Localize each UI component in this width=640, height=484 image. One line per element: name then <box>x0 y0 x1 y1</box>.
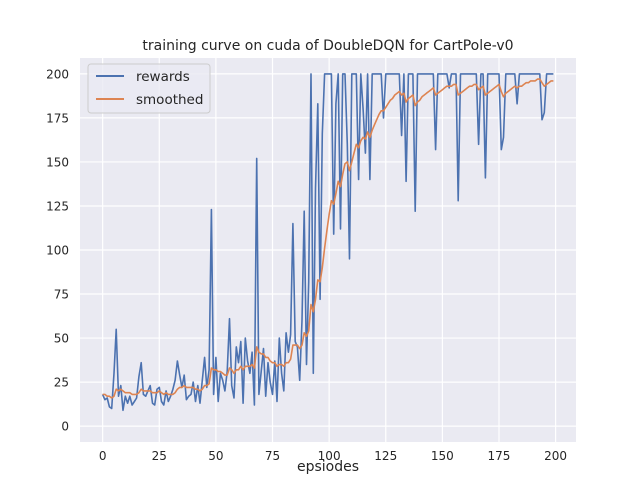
y-tick-label: 25 <box>54 376 69 390</box>
grid <box>80 58 576 442</box>
x-axis-label: epsiodes <box>297 459 359 475</box>
y-tick-label: 75 <box>54 288 69 302</box>
x-tick-label: 175 <box>488 449 511 463</box>
x-tick-label: 50 <box>208 449 223 463</box>
y-tick-label: 200 <box>46 67 69 81</box>
y-tick-label: 175 <box>46 111 69 125</box>
legend-label-rewards: rewards <box>136 69 190 85</box>
y-tick-label: 125 <box>46 199 69 213</box>
y-tick-label: 50 <box>54 332 69 346</box>
x-tick-label: 200 <box>544 449 567 463</box>
y-tick-label: 100 <box>46 244 69 258</box>
x-tick-label: 100 <box>318 449 341 463</box>
y-tick-label: 0 <box>61 420 69 434</box>
legend: rewards smoothed <box>87 63 211 114</box>
series-lines <box>101 73 554 412</box>
x-tick-label: 75 <box>265 449 280 463</box>
series-line-rewards <box>101 73 554 412</box>
x-tick-label: 0 <box>99 449 107 463</box>
series-line-smoothed <box>102 78 554 399</box>
ticks: 0 25 50 75 100 125 150 175 200 0 25 50 75 100 125 150 17… <box>46 67 567 463</box>
x-tick-label: 25 <box>152 449 167 463</box>
x-tick-label: 150 <box>431 449 454 463</box>
chart-title: training curve on cuda of DoubleDQN for … <box>142 38 513 54</box>
y-tick-label: 150 <box>46 155 69 169</box>
x-tick-label: 125 <box>374 449 397 463</box>
legend-label-smoothed: smoothed <box>136 92 203 108</box>
